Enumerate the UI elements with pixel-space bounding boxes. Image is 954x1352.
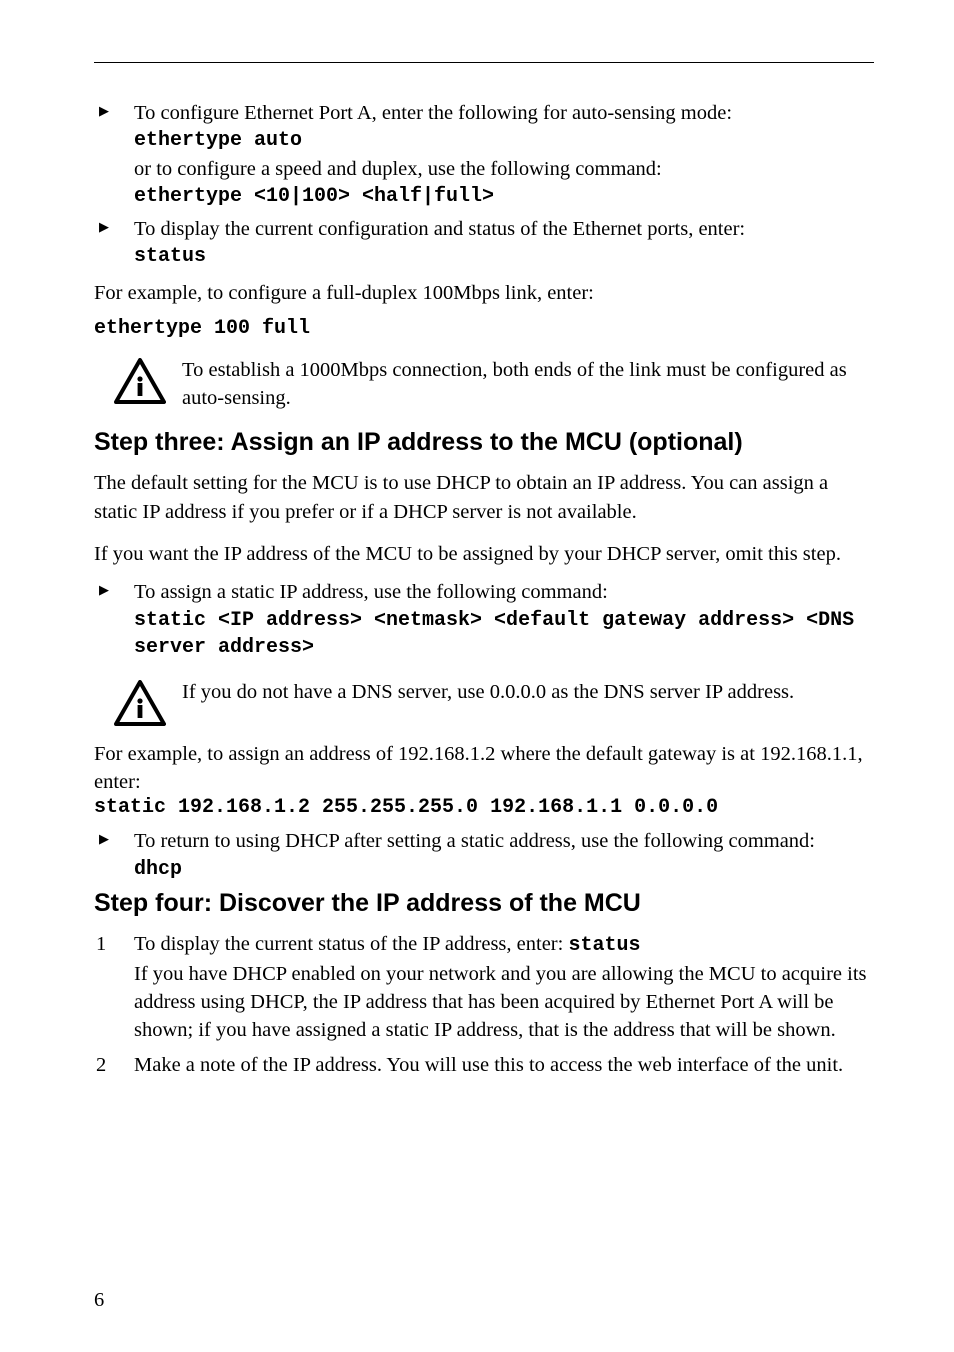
code-line: static <IP address> <netmask> <default g… [134, 607, 874, 662]
code-line: ethertype auto [134, 127, 874, 155]
code-line: dhcp [134, 856, 874, 884]
paragraph: For example, to configure a full-duplex … [94, 279, 874, 307]
list-item: ▶ To assign a static IP address, use the… [94, 578, 874, 661]
list-item: 1 To display the current status of the I… [94, 930, 874, 1044]
bullet-list-b: ▶ To assign a static IP address, use the… [94, 578, 874, 661]
heading-step-three: Step three: Assign an IP address to the … [94, 428, 874, 457]
code-line: status [134, 243, 874, 271]
top-rule [94, 62, 874, 63]
code-line: ethertype <10|100> <half|full> [134, 183, 874, 211]
numbered-text-rest: If you have DHCP enabled on your network… [134, 960, 874, 1045]
number-marker: 1 [96, 930, 106, 958]
list-item: ▶ To display the current configuration a… [94, 215, 874, 271]
bullet-text: To display the current configuration and… [134, 215, 874, 243]
bullet-marker-icon: ▶ [99, 830, 109, 848]
code-line: static 192.168.1.2 255.255.255.0 192.168… [94, 796, 874, 819]
warning-info-icon [114, 358, 166, 404]
list-item: 2 Make a note of the IP address. You wil… [94, 1051, 874, 1079]
bullet-list-a: ▶ To configure Ethernet Port A, enter th… [94, 99, 874, 271]
bullet-text: To assign a static IP address, use the f… [134, 578, 874, 606]
number-marker: 2 [96, 1051, 106, 1079]
paragraph: For example, to assign an address of 192… [94, 740, 874, 797]
code-inline: status [568, 934, 640, 957]
code-line: ethertype 100 full [94, 317, 874, 340]
note-text: To establish a 1000Mbps connection, both… [182, 354, 874, 413]
numbered-list: 1 To display the current status of the I… [94, 930, 874, 1079]
bullet-list-c: ▶ To return to using DHCP after setting … [94, 827, 874, 883]
bullet-text: To configure Ethernet Port A, enter the … [134, 99, 874, 127]
page-number: 6 [94, 1289, 104, 1312]
bullet-marker-icon: ▶ [99, 581, 109, 599]
note-block: To establish a 1000Mbps connection, both… [94, 354, 874, 413]
numbered-text: Make a note of the IP address. You will … [134, 1051, 874, 1079]
bullet-marker-icon: ▶ [99, 102, 109, 120]
warning-info-icon [114, 680, 166, 726]
list-item: ▶ To return to using DHCP after setting … [94, 827, 874, 883]
paragraph: The default setting for the MCU is to us… [94, 469, 874, 526]
note-text: If you do not have a DNS server, use 0.0… [182, 676, 874, 706]
bullet-text: To return to using DHCP after setting a … [134, 827, 874, 855]
numbered-text-prefix: To display the current status of the IP … [134, 933, 568, 955]
paragraph: If you want the IP address of the MCU to… [94, 540, 874, 568]
bullet-marker-icon: ▶ [99, 218, 109, 236]
heading-step-four: Step four: Discover the IP address of th… [94, 889, 874, 918]
note-block: If you do not have a DNS server, use 0.0… [94, 676, 874, 726]
list-item: ▶ To configure Ethernet Port A, enter th… [94, 99, 874, 211]
bullet-text: or to configure a speed and duplex, use … [134, 155, 874, 183]
